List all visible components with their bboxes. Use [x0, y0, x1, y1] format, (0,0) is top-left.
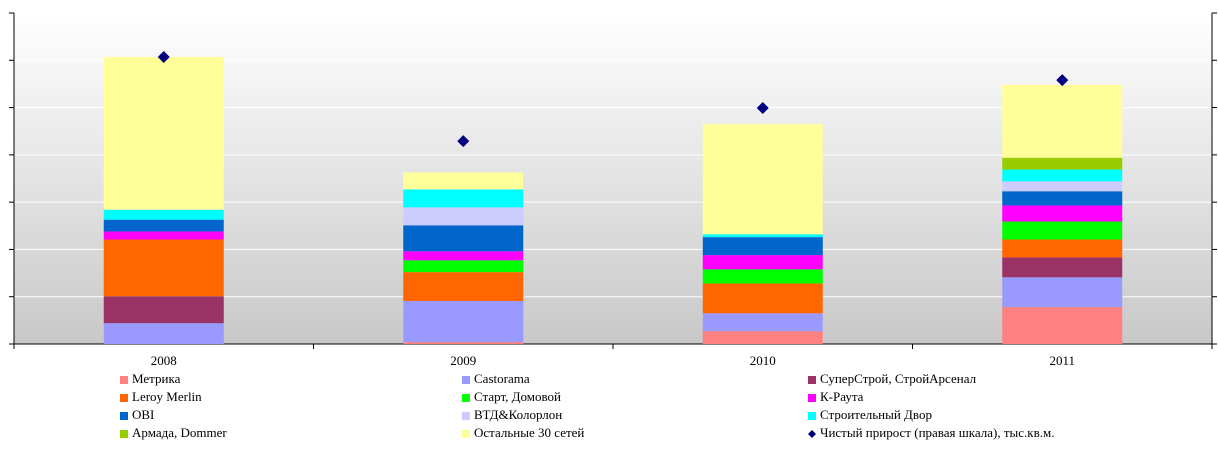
- bar-segment: [403, 189, 524, 208]
- legend-label: ВТД&Колорлон: [474, 407, 562, 422]
- bar-segment: [403, 225, 524, 252]
- legend-swatch: [808, 376, 816, 384]
- bar-segment: [403, 251, 524, 261]
- legend-label: СуперСтрой, СтройАрсенал: [820, 371, 977, 386]
- legend-label: Castorama: [474, 371, 530, 386]
- bar-segment: [702, 331, 823, 344]
- bar-segment: [403, 300, 524, 343]
- marker: [457, 135, 470, 148]
- bar-segment: [1002, 307, 1123, 344]
- legend-swatch: [462, 394, 470, 402]
- legend-label: Строительный Двор: [820, 407, 932, 422]
- bar-segment: [1002, 169, 1123, 182]
- bar-segment: [702, 269, 823, 284]
- legend-swatch: [120, 376, 128, 384]
- bar-segment: [702, 124, 823, 235]
- bar-segment: [403, 172, 524, 190]
- bar-segment: [103, 323, 224, 344]
- bar-segment: [702, 237, 823, 256]
- marker: [157, 50, 170, 63]
- bar-segment: [103, 219, 224, 232]
- bar-segment: [1002, 205, 1123, 222]
- legend-swatch: [120, 394, 128, 402]
- legend-label: Остальные 30 сетей: [474, 425, 584, 440]
- legend-label: Армада, Dommer: [132, 425, 227, 440]
- bar-segment: [103, 56, 224, 210]
- legend-label: Leroy Merlin: [132, 389, 202, 404]
- bar-segment: [403, 260, 524, 273]
- x-tick-label: 2011: [1049, 353, 1075, 368]
- legend-swatch: [462, 412, 470, 420]
- legend-swatch: [120, 430, 128, 438]
- bar-segment: [1002, 84, 1123, 158]
- x-tick-label: 2010: [750, 353, 776, 368]
- x-tick-label: 2008: [151, 353, 177, 368]
- bar-segment: [1002, 191, 1123, 206]
- bar-segment: [103, 209, 224, 220]
- legend-label: Чистый прирост (правая шкала), тыс.кв.м.: [820, 425, 1054, 440]
- legend-swatch: [808, 412, 816, 420]
- bar-segment: [702, 313, 823, 332]
- legend-swatch: [462, 430, 470, 438]
- legend-label: Метрика: [132, 371, 181, 386]
- bar-segment: [103, 231, 224, 240]
- bar-segment: [1002, 277, 1123, 308]
- legend-label: Старт, Домовой: [474, 389, 561, 404]
- legend-marker: [808, 430, 816, 438]
- legend-swatch: [462, 376, 470, 384]
- bar-segment: [1002, 257, 1123, 278]
- bar-segment: [403, 207, 524, 226]
- bar-segment: [403, 272, 524, 301]
- x-tick-label: 2009: [450, 353, 476, 368]
- bar-segment: [702, 255, 823, 270]
- marker: [1056, 74, 1069, 87]
- bar-segment: [702, 283, 823, 314]
- bar-segment: [1002, 221, 1123, 240]
- legend-label: OBI: [132, 407, 154, 422]
- bar-segment: [1002, 157, 1123, 170]
- legend-swatch: [120, 412, 128, 420]
- bar-segment: [103, 296, 224, 324]
- marker: [756, 102, 769, 115]
- legend-swatch: [808, 394, 816, 402]
- bar-segment: [103, 239, 224, 297]
- bar-segment: [1002, 181, 1123, 192]
- legend-label: К-Раута: [820, 389, 864, 404]
- bar-segment: [403, 342, 524, 344]
- bar-segment: [702, 234, 823, 238]
- bar-segment: [1002, 239, 1123, 258]
